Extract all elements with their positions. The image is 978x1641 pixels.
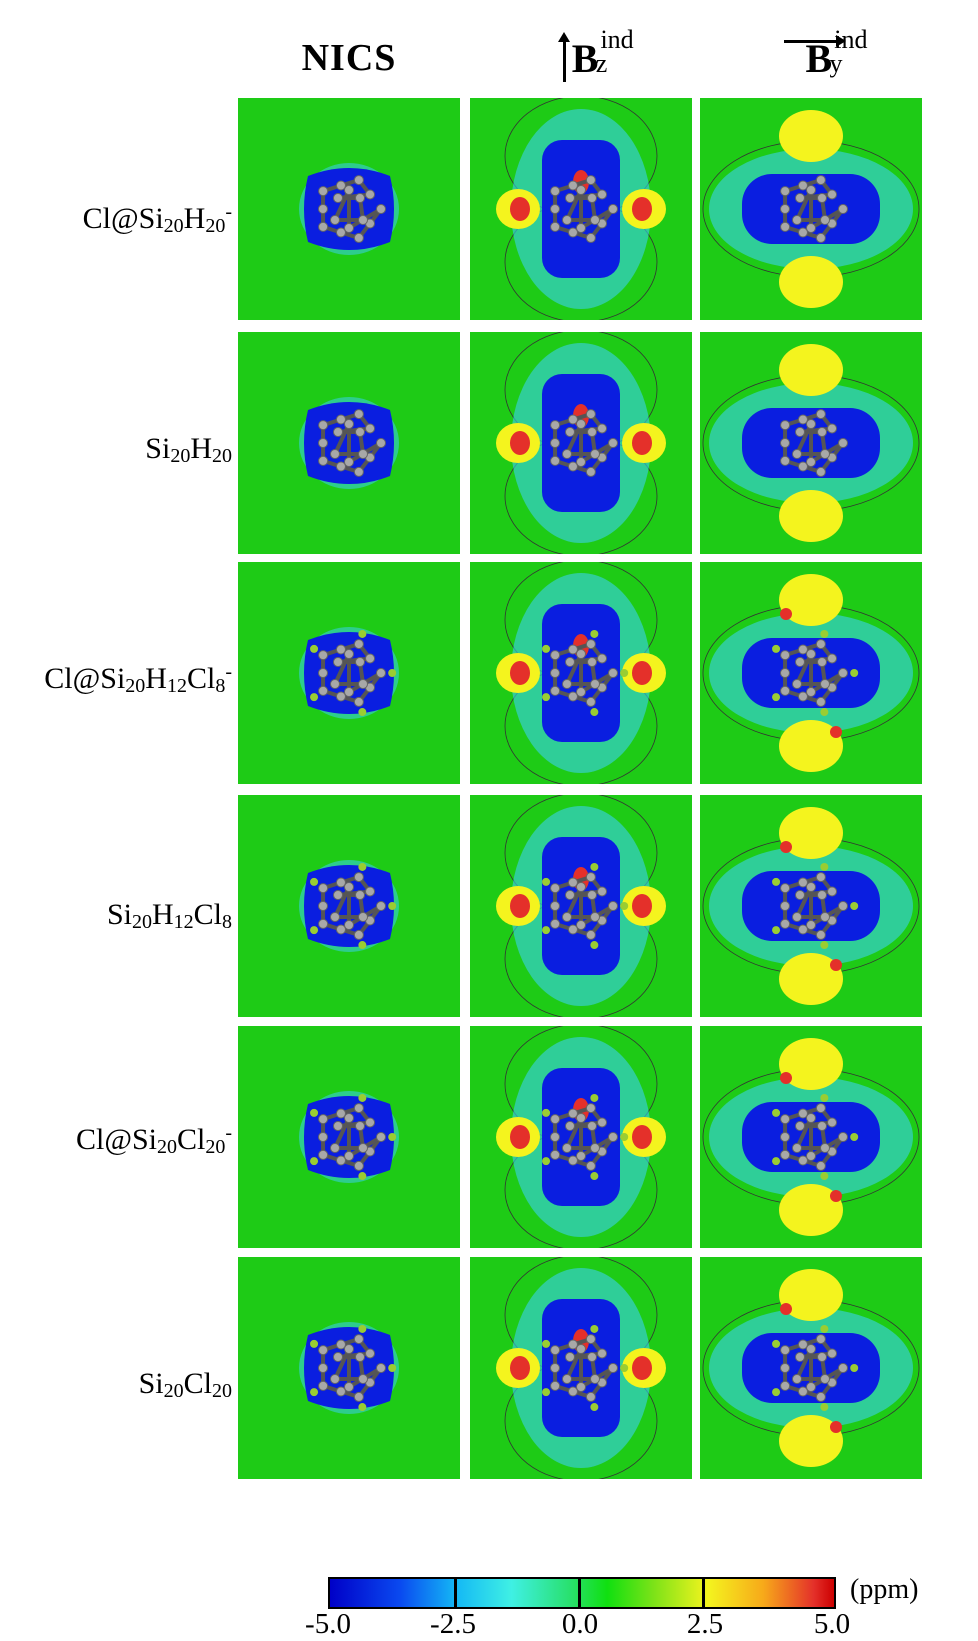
field-map-panel	[700, 1257, 922, 1479]
colorbar-tick	[454, 1579, 457, 1607]
header-nics-label: NICS	[302, 36, 397, 80]
field-map-panel	[238, 562, 460, 784]
row-label-2: Si20H20	[0, 422, 232, 462]
header-bz-sub: z	[596, 49, 608, 79]
field-map-panel	[470, 1026, 692, 1248]
field-map-panel	[700, 795, 922, 1017]
arrow-right-icon	[784, 40, 840, 43]
colorbar-label-max: 5.0	[814, 1608, 850, 1641]
field-map-panel	[238, 1257, 460, 1479]
colorbar	[328, 1577, 836, 1609]
field-map-panel	[700, 1026, 922, 1248]
header-by: B ind y	[713, 28, 935, 88]
colorbar-label-mid: 0.0	[562, 1608, 598, 1641]
header-by-sub: y	[829, 49, 842, 79]
field-map-panel	[700, 332, 922, 554]
colorbar-tick	[578, 1579, 581, 1607]
field-map-panel	[238, 332, 460, 554]
field-map-panel	[700, 562, 922, 784]
colorbar-tick	[702, 1579, 705, 1607]
header-bz-symbol: B	[572, 35, 599, 82]
row-label-5: Cl@Si20Cl20-	[0, 1113, 232, 1153]
row-label-4: Si20H12Cl8	[0, 888, 232, 928]
row-label-1: Cl@Si20H20-	[0, 192, 232, 232]
colorbar-label-q3: 2.5	[687, 1608, 723, 1641]
field-map-panel	[700, 98, 922, 320]
field-map-panel	[470, 562, 692, 784]
field-map-panel	[470, 98, 692, 320]
field-map-panel	[238, 98, 460, 320]
colorbar-label-q1: -2.5	[430, 1608, 476, 1641]
row-label-3: Cl@Si20H12Cl8-	[0, 652, 232, 692]
field-map-panel	[470, 332, 692, 554]
colorbar-unit: (ppm)	[850, 1574, 918, 1606]
field-map-panel	[238, 795, 460, 1017]
header-bz: B ind z	[474, 28, 696, 88]
field-map-panel	[238, 1026, 460, 1248]
header-nics: NICS	[238, 28, 460, 88]
row-label-6: Si20Cl20	[0, 1357, 232, 1397]
field-map-panel	[470, 795, 692, 1017]
field-map-panel	[470, 1257, 692, 1479]
arrow-up-icon	[563, 38, 566, 82]
colorbar-label-min: -5.0	[305, 1608, 351, 1641]
